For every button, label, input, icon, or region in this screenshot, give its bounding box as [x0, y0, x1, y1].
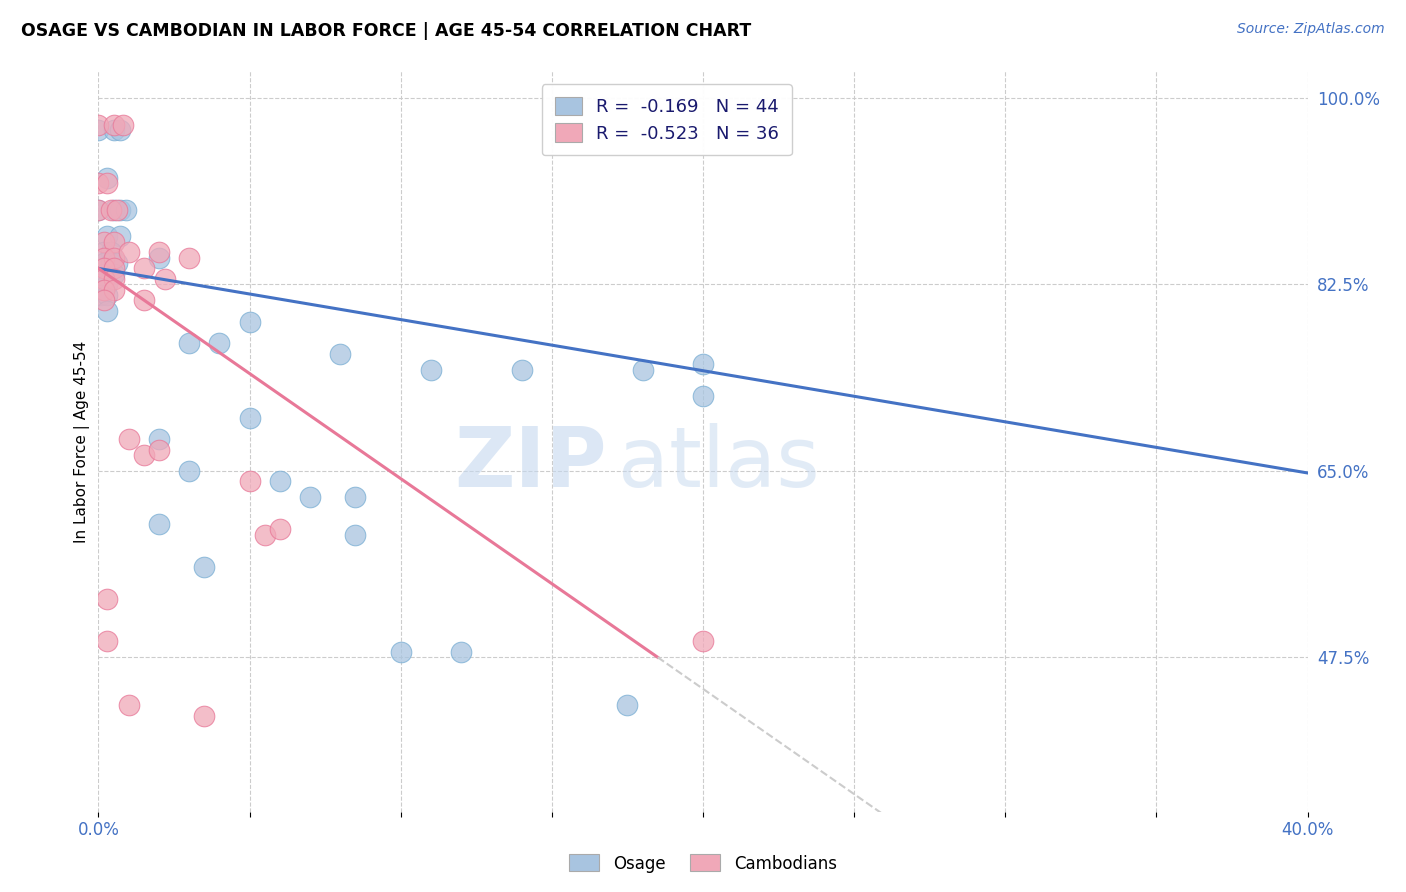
Point: [510, 362, 533, 376]
Point: [93, 235, 115, 249]
Point: [105, 256, 128, 270]
Point: [96, 288, 118, 302]
Point: [148, 517, 170, 532]
Point: [329, 346, 352, 360]
Point: [87, 176, 110, 190]
Y-axis label: In Labor Force | Age 45-54: In Labor Force | Age 45-54: [75, 341, 90, 542]
Legend: R =  -0.169   N = 44, R =  -0.523   N = 36: R = -0.169 N = 44, R = -0.523 N = 36: [541, 84, 792, 155]
Point: [96, 229, 118, 244]
Point: [420, 362, 443, 376]
Point: [103, 235, 125, 249]
Point: [96, 176, 118, 190]
Point: [153, 272, 176, 286]
Point: [93, 261, 115, 276]
Point: [103, 283, 125, 297]
Point: [208, 336, 231, 351]
Point: [118, 698, 141, 713]
Point: [132, 261, 155, 276]
Point: [90, 277, 112, 292]
Point: [93, 256, 115, 270]
Point: [179, 464, 201, 478]
Point: [103, 123, 125, 137]
Point: [193, 709, 215, 723]
Point: [118, 245, 141, 260]
Point: [93, 272, 115, 286]
Point: [93, 251, 115, 265]
Point: [90, 288, 112, 302]
Point: [108, 202, 131, 217]
Point: [269, 475, 291, 489]
Point: [450, 645, 472, 659]
Legend: Osage, Cambodians: Osage, Cambodians: [562, 847, 844, 880]
Point: [132, 293, 155, 308]
Point: [239, 315, 262, 329]
Point: [93, 267, 115, 281]
Point: [692, 357, 714, 371]
Point: [105, 202, 128, 217]
Point: [103, 202, 125, 217]
Point: [692, 634, 714, 648]
Point: [96, 634, 118, 648]
Point: [239, 410, 262, 425]
Point: [193, 559, 215, 574]
Point: [87, 118, 110, 132]
Point: [111, 118, 134, 132]
Point: [103, 251, 125, 265]
Point: [299, 491, 322, 505]
Point: [253, 527, 276, 541]
Text: OSAGE VS CAMBODIAN IN LABOR FORCE | AGE 45-54 CORRELATION CHART: OSAGE VS CAMBODIAN IN LABOR FORCE | AGE …: [21, 22, 751, 40]
Point: [692, 389, 714, 403]
Point: [103, 267, 125, 281]
Text: ZIP: ZIP: [454, 423, 606, 504]
Point: [132, 448, 155, 462]
Point: [93, 245, 115, 260]
Point: [96, 170, 118, 185]
Point: [344, 491, 367, 505]
Point: [616, 698, 638, 713]
Point: [631, 362, 654, 376]
Point: [179, 251, 201, 265]
Point: [100, 245, 122, 260]
Point: [103, 272, 125, 286]
Point: [108, 229, 131, 244]
Point: [100, 256, 122, 270]
Point: [239, 475, 262, 489]
Point: [148, 251, 170, 265]
Point: [389, 645, 412, 659]
Point: [148, 245, 170, 260]
Point: [100, 202, 122, 217]
Point: [87, 202, 110, 217]
Point: [103, 261, 125, 276]
Point: [96, 277, 118, 292]
Point: [87, 123, 110, 137]
Point: [103, 118, 125, 132]
Point: [114, 202, 136, 217]
Point: [269, 523, 291, 537]
Point: [96, 304, 118, 318]
Point: [93, 293, 115, 308]
Point: [87, 202, 110, 217]
Point: [148, 442, 170, 457]
Text: Source: ZipAtlas.com: Source: ZipAtlas.com: [1237, 22, 1385, 37]
Point: [118, 432, 141, 446]
Point: [108, 123, 131, 137]
Point: [93, 283, 115, 297]
Point: [179, 336, 201, 351]
Point: [96, 591, 118, 606]
Point: [148, 432, 170, 446]
Text: atlas: atlas: [619, 423, 820, 504]
Point: [344, 527, 367, 541]
